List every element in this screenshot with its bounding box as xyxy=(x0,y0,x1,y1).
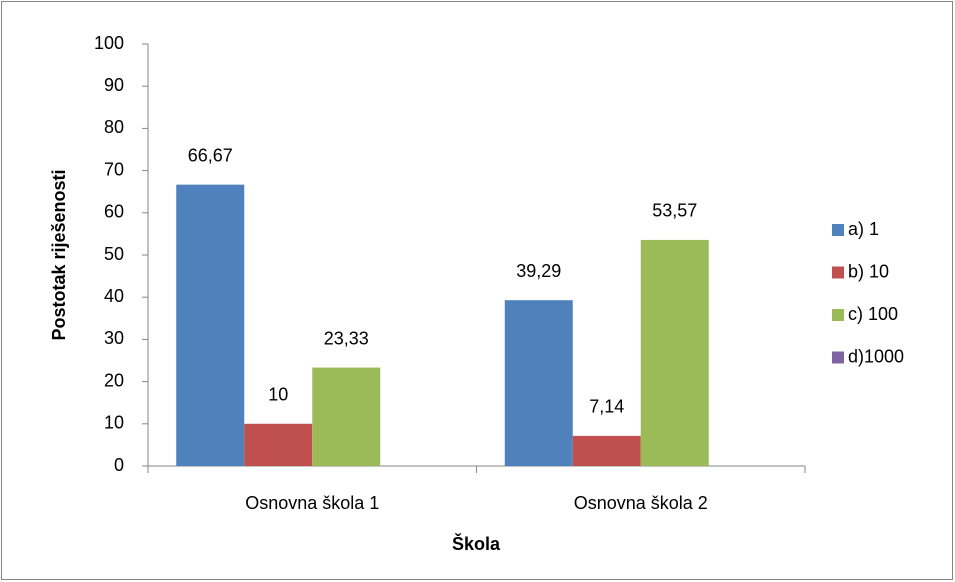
y-tick-label: 90 xyxy=(104,75,124,95)
y-tick-label: 20 xyxy=(104,370,124,390)
y-tick-label: 100 xyxy=(94,33,124,53)
y-tick-label: 30 xyxy=(104,328,124,348)
bar xyxy=(640,239,709,466)
y-tick-label: 70 xyxy=(104,159,124,179)
y-tick-label: 80 xyxy=(104,117,124,137)
bar xyxy=(244,423,313,466)
bar xyxy=(176,184,245,467)
legend-swatch xyxy=(832,224,844,236)
legend-label: a) 1 xyxy=(848,219,879,239)
data-label: 23,33 xyxy=(324,328,369,348)
legend-swatch xyxy=(832,309,844,321)
legend-label: c) 100 xyxy=(848,304,898,324)
y-tick-label: 0 xyxy=(114,455,124,475)
y-tick-label: 60 xyxy=(104,202,124,222)
bar xyxy=(572,435,641,466)
y-tick-label: 50 xyxy=(104,244,124,264)
data-label: 10 xyxy=(268,385,288,405)
legend-swatch xyxy=(832,266,844,279)
bar xyxy=(312,367,381,466)
y-tick-label: 10 xyxy=(104,413,124,433)
data-label: 39,29 xyxy=(516,261,561,281)
x-tick-label: Osnovna škola 1 xyxy=(245,493,379,513)
x-tick-label: Osnovna škola 2 xyxy=(574,493,708,513)
data-label: 66,67 xyxy=(188,145,233,165)
legend-swatch xyxy=(832,351,844,364)
data-label: 53,57 xyxy=(652,201,697,221)
y-tick-label: 40 xyxy=(104,286,124,306)
legend-label: b) 10 xyxy=(848,261,889,281)
x-axis-title: Škola xyxy=(452,533,501,554)
legend-label: d)1000 xyxy=(848,346,904,366)
data-label: 7,14 xyxy=(589,397,624,417)
y-axis-title: Postotak riješenosti xyxy=(49,169,69,340)
bar xyxy=(504,300,573,466)
